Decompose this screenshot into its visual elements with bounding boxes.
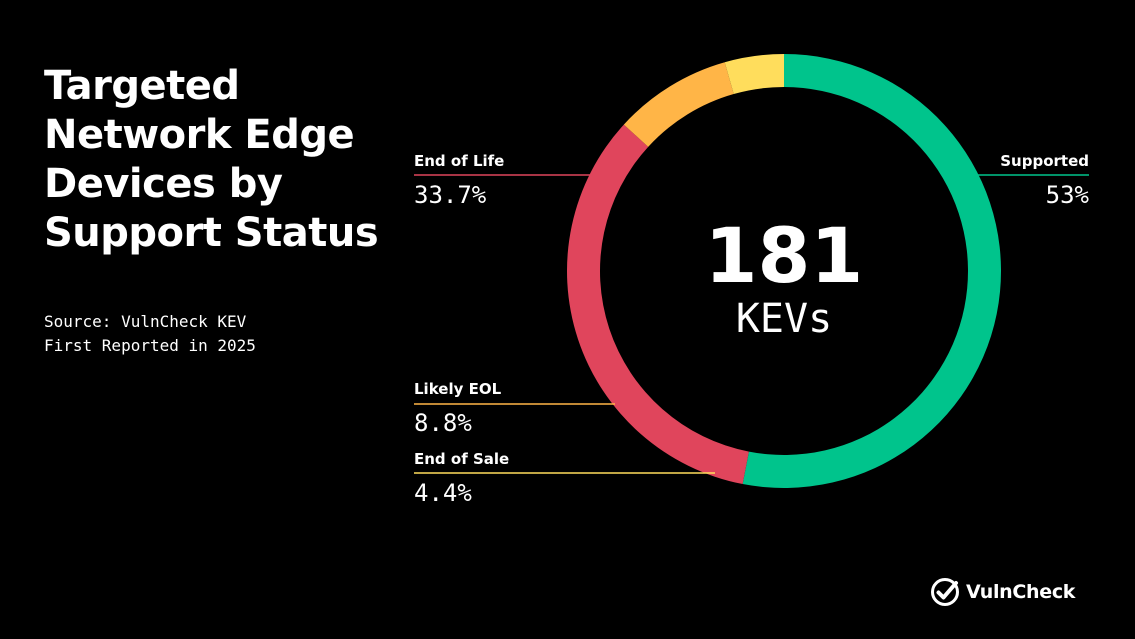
reported-note: First Reported in 2025 [44,336,256,355]
slice-likely-eol [623,62,734,147]
slice-label-end-of-life: End of Life [414,152,505,170]
chart-title: Targeted Network Edge Devices by Support… [44,63,379,256]
total-kev-count: 181 [704,211,864,300]
slice-value-end-of-life: 33.7% [414,181,487,209]
slice-end-of-sale [724,54,784,95]
total-kev-unit: KEVs [735,296,833,342]
slice-value-likely-eol: 8.8% [414,409,472,437]
vulncheck-logo: VulnCheck [930,576,1075,608]
slice-label-supported: Supported [1000,152,1089,170]
slice-supported [742,54,1002,489]
leader-lines [414,174,1089,474]
slice-label-likely-eol: Likely EOL [414,380,502,398]
donut-slices [567,54,1002,489]
slice-value-end-of-sale: 4.4% [414,479,472,507]
vulncheck-check-icon [931,578,959,606]
brand-name: VulnCheck [966,581,1076,603]
slice-label-end-of-sale: End of Sale [414,450,510,468]
slice-value-supported: 53% [1045,181,1089,209]
source-note: Source: VulnCheck KEV [44,312,247,331]
slice-end-of-life [567,124,749,485]
